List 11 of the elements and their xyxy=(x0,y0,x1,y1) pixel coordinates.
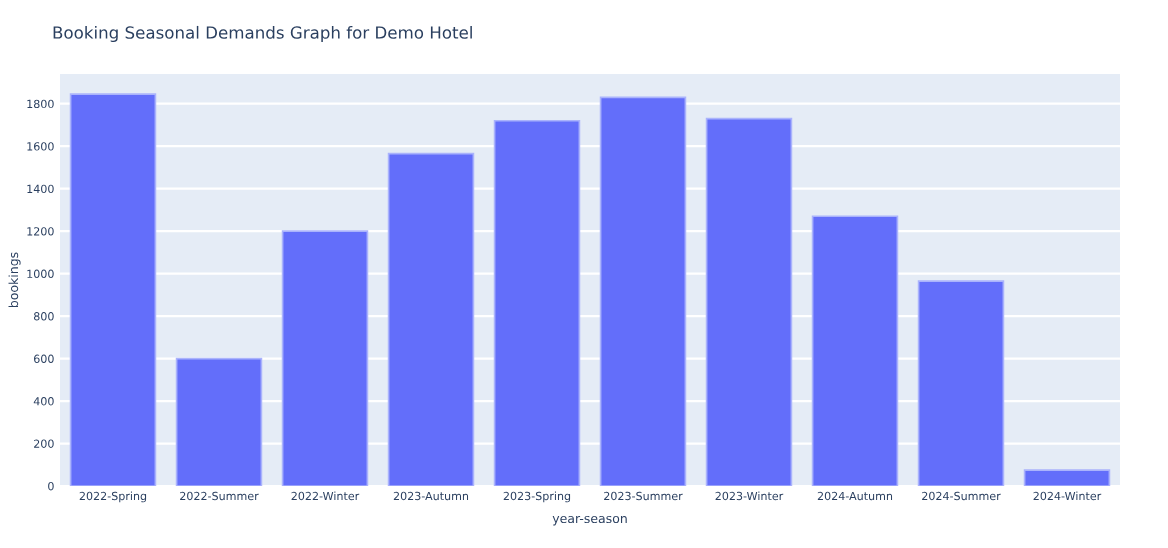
bar xyxy=(811,215,899,486)
bar xyxy=(281,230,369,486)
bar xyxy=(493,119,581,486)
bar xyxy=(69,93,157,486)
bar xyxy=(705,117,793,486)
bar xyxy=(599,96,687,486)
chart-title: Booking Seasonal Demands Graph for Demo Hotel xyxy=(53,25,472,43)
bar xyxy=(917,280,1005,486)
bar xyxy=(175,357,263,486)
bar xyxy=(1023,469,1111,486)
bar xyxy=(387,152,475,486)
